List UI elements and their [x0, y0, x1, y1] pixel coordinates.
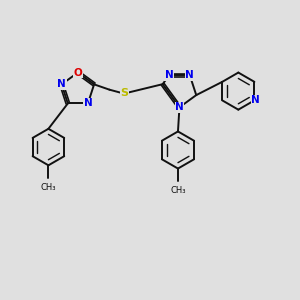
- Text: N: N: [57, 80, 66, 89]
- Text: CH₃: CH₃: [170, 186, 186, 195]
- Text: N: N: [83, 98, 92, 109]
- Text: S: S: [120, 88, 128, 98]
- Text: N: N: [175, 102, 184, 112]
- Text: CH₃: CH₃: [41, 183, 56, 192]
- Text: N: N: [165, 70, 173, 80]
- Text: O: O: [74, 68, 82, 78]
- Text: N: N: [185, 70, 194, 80]
- Text: N: N: [251, 95, 260, 105]
